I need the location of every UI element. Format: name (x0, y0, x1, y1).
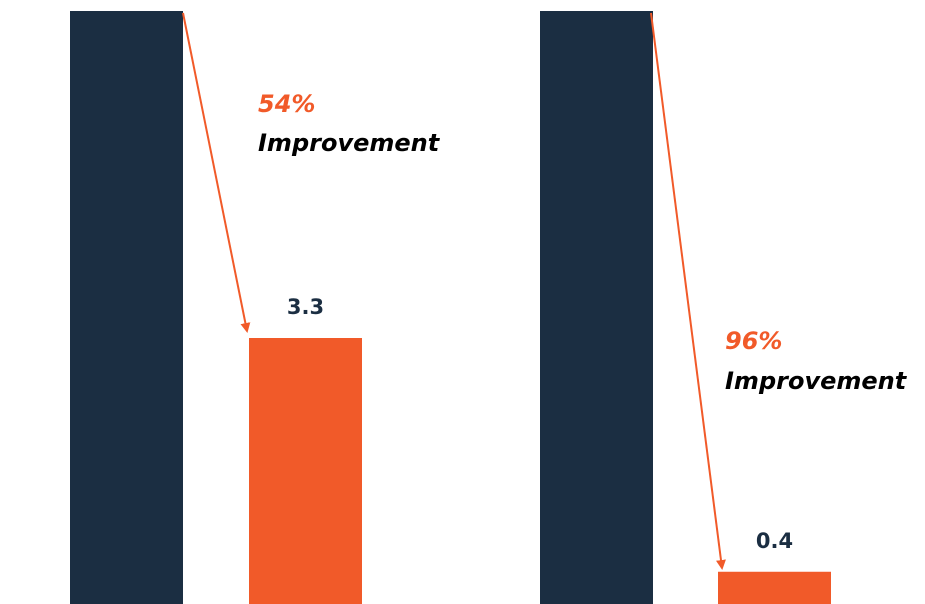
chart-1-annotation-text: Improvement (258, 129, 441, 157)
chart-2-annotation-percent: 96% (725, 327, 782, 355)
chart-1-bar-before (70, 11, 183, 604)
chart-1-bar-after (249, 338, 362, 604)
chart-2: 0.4 96% Improvement (540, 11, 908, 604)
chart-2-arrow (650, 12, 726, 570)
chart-1-annotation-percent: 54% (258, 90, 315, 118)
chart-1-arrow (182, 12, 251, 333)
chart-2-data-label-after: 0.4 (756, 529, 793, 553)
chart-2-annotation-text: Improvement (725, 367, 908, 395)
chart-2-bar-after (718, 571, 831, 604)
chart-1: 3.3 54% Improvement (70, 11, 441, 604)
chart-2-bar-before (540, 11, 653, 604)
chart-1-data-label-after: 3.3 (287, 295, 324, 319)
